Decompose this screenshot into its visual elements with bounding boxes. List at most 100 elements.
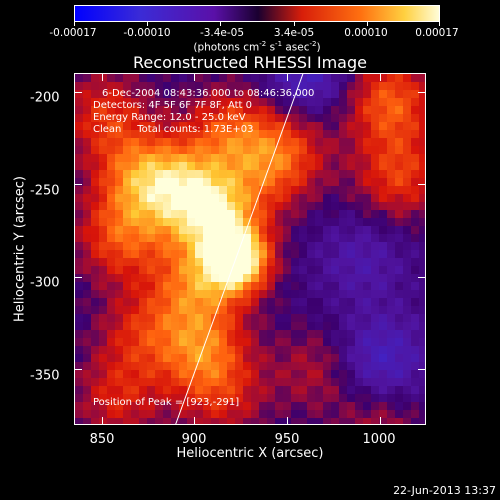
heatmap-cell — [123, 362, 132, 371]
heatmap-cell — [323, 306, 332, 315]
heatmap-cell — [299, 362, 308, 371]
heatmap-cell — [403, 378, 412, 387]
colorbar-tick-label: -3.4e-05 — [199, 27, 245, 39]
heatmap-cell — [227, 338, 236, 347]
heatmap-cell — [139, 330, 148, 339]
heatmap-cell — [211, 242, 220, 251]
heatmap-cell — [91, 394, 100, 403]
heatmap-cell — [323, 266, 332, 275]
heatmap-cell — [379, 178, 388, 187]
heatmap-cell — [155, 258, 164, 267]
heatmap-cell — [163, 130, 172, 139]
heatmap-cell — [275, 234, 284, 243]
heatmap-cell — [291, 346, 300, 355]
heatmap-cell — [283, 410, 292, 419]
heatmap-cell — [387, 178, 396, 187]
heatmap-cell — [347, 306, 356, 315]
heatmap-cell — [331, 402, 340, 411]
heatmap-cell — [291, 146, 300, 155]
heatmap-cell — [187, 242, 196, 251]
heatmap-cell — [99, 290, 108, 299]
heatmap-cell — [91, 154, 100, 163]
heatmap-cell — [363, 242, 372, 251]
heatmap-cell — [187, 218, 196, 227]
heatmap-cell — [99, 306, 108, 315]
heatmap-cell — [219, 74, 228, 83]
heatmap-cell — [179, 402, 188, 411]
heatmap-cell — [195, 234, 204, 243]
heatmap-cell — [235, 218, 244, 227]
heatmap-cell — [323, 250, 332, 259]
heatmap-cell — [387, 162, 396, 171]
heatmap-cell — [331, 242, 340, 251]
heatmap-cell — [299, 122, 308, 131]
heatmap-cell — [187, 194, 196, 203]
heatmap-cell — [163, 266, 172, 275]
heatmap-cell — [275, 386, 284, 395]
heatmap-cell — [267, 402, 276, 411]
heatmap-cell — [123, 242, 132, 251]
heatmap-cell — [91, 386, 100, 395]
heatmap-cell — [147, 258, 156, 267]
heatmap-cell — [155, 266, 164, 275]
heatmap-cell — [307, 106, 316, 115]
heatmap-cell — [91, 314, 100, 323]
heatmap-cell — [299, 98, 308, 107]
heatmap-cell — [363, 250, 372, 259]
heatmap-cell — [235, 418, 244, 424]
heatmap-cell — [179, 314, 188, 323]
detectors-annotation: Detectors: 4F 5F 6F 7F 8F, Att 0 — [93, 100, 253, 111]
heatmap-cell — [243, 314, 252, 323]
heatmap-cell — [163, 226, 172, 235]
heatmap-cell — [291, 330, 300, 339]
heatmap-cell — [339, 218, 348, 227]
heatmap-cell — [99, 202, 108, 211]
heatmap-cell — [203, 130, 212, 139]
heatmap-cell — [315, 234, 324, 243]
heatmap-cell — [387, 322, 396, 331]
heatmap-cell — [331, 338, 340, 347]
heatmap-cell — [91, 266, 100, 275]
heatmap-cell — [83, 130, 92, 139]
heatmap-cell — [307, 130, 316, 139]
heatmap-cell — [139, 234, 148, 243]
heatmap-cell — [163, 314, 172, 323]
heatmap-cell — [147, 290, 156, 299]
heatmap-cell — [211, 122, 220, 131]
heatmap-cell — [323, 314, 332, 323]
heatmap-cell — [347, 346, 356, 355]
heatmap-cell — [187, 370, 196, 379]
heatmap-cell — [379, 378, 388, 387]
heatmap-cell — [259, 330, 268, 339]
heatmap-cell — [307, 330, 316, 339]
heatmap-cell — [91, 90, 100, 99]
x-axis-label: Heliocentric X (arcsec) — [176, 446, 324, 461]
heatmap-cell — [419, 298, 425, 307]
heatmap-cell — [131, 306, 140, 315]
heatmap-cell — [155, 242, 164, 251]
heatmap-cell — [115, 394, 124, 403]
heatmap-cell — [163, 218, 172, 227]
heatmap-cell — [131, 194, 140, 203]
heatmap-cell — [83, 98, 92, 107]
heatmap-cell — [379, 322, 388, 331]
heatmap-cell — [299, 114, 308, 123]
heatmap-cell — [83, 82, 92, 91]
heatmap-cell — [267, 282, 276, 291]
heatmap-cell — [403, 186, 412, 195]
heatmap-cell — [195, 250, 204, 259]
heatmap-cell — [75, 90, 84, 99]
heatmap-cell — [235, 410, 244, 419]
heatmap-cell — [211, 386, 220, 395]
heatmap-cell — [411, 330, 420, 339]
heatmap-cell — [283, 90, 292, 99]
heatmap-cell — [179, 170, 188, 179]
heatmap-cell — [395, 202, 404, 211]
heatmap-cell — [243, 418, 252, 424]
heatmap-cell — [203, 354, 212, 363]
heatmap-cell — [75, 74, 84, 83]
heatmap-cell — [251, 194, 260, 203]
heatmap-cell — [387, 274, 396, 283]
heatmap-cell — [187, 114, 196, 123]
heatmap-cell — [147, 242, 156, 251]
